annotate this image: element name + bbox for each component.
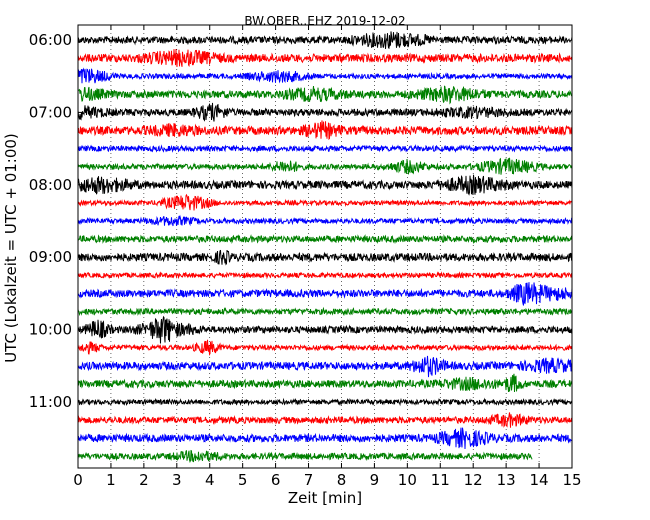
trace-0645	[77, 85, 573, 105]
trace-0845	[77, 234, 573, 245]
x-tick-label: 14	[530, 471, 549, 489]
x-tick-label: 0	[73, 471, 83, 489]
trace-0945	[77, 306, 573, 317]
trace-0715	[77, 120, 573, 141]
x-axis-label: Zeit [min]	[288, 489, 362, 507]
trace-0600	[77, 31, 573, 49]
y-tick-label: 09:00	[29, 248, 72, 266]
y-tick-label: 11:00	[29, 393, 72, 411]
trace-0615	[77, 48, 573, 68]
y-tick-label: 10:00	[29, 321, 72, 339]
trace-0630	[77, 67, 573, 84]
x-tick-label: 5	[238, 471, 248, 489]
trace-1015	[77, 339, 573, 356]
trace-1100	[77, 397, 573, 407]
x-tick-label: 2	[139, 471, 149, 489]
trace-1000	[77, 315, 573, 344]
y-axis: 06:00 07:00 08:00 09:00 10:00 11:00	[29, 31, 83, 411]
trace-0930	[77, 282, 573, 306]
trace-1145	[77, 449, 533, 463]
trace-0700	[77, 102, 573, 122]
trace-0800	[77, 174, 573, 196]
x-tick-label: 10	[398, 471, 417, 489]
x-tick-label: 4	[205, 471, 215, 489]
trace-1030	[77, 355, 573, 378]
x-axis: 0 1 2 3 4 5 6 7 8 9 10 11 12 13 14 15	[73, 25, 582, 489]
x-tick-label: 1	[106, 471, 116, 489]
y-axis-label: UTC (Lokalzeit = UTC + 01:00)	[2, 133, 20, 363]
trace-0915	[77, 271, 573, 280]
trace-1115	[77, 412, 573, 428]
x-tick-label: 11	[431, 471, 450, 489]
x-tick-label: 3	[172, 471, 182, 489]
y-tick-label: 07:00	[29, 103, 72, 121]
x-tick-label: 6	[271, 471, 281, 489]
x-tick-label: 8	[337, 471, 347, 489]
seismic-traces	[77, 31, 573, 463]
x-tick-label: 12	[464, 471, 483, 489]
trace-1130	[77, 427, 573, 450]
y-tick-label: 06:00	[29, 31, 72, 49]
y-tick-label: 08:00	[29, 176, 72, 194]
trace-0830	[77, 214, 573, 227]
trace-0815	[77, 193, 573, 211]
x-tick-label: 15	[562, 471, 581, 489]
chart-title: BW.OBER..EHZ 2019-12-02	[244, 14, 405, 28]
trace-1045	[77, 373, 573, 393]
x-tick-label: 7	[304, 471, 314, 489]
x-tick-label: 13	[497, 471, 516, 489]
trace-0730	[77, 144, 573, 154]
x-tick-label: 9	[370, 471, 380, 489]
trace-0900	[77, 249, 573, 266]
trace-0745	[77, 157, 573, 175]
plot-frame	[77, 24, 573, 469]
